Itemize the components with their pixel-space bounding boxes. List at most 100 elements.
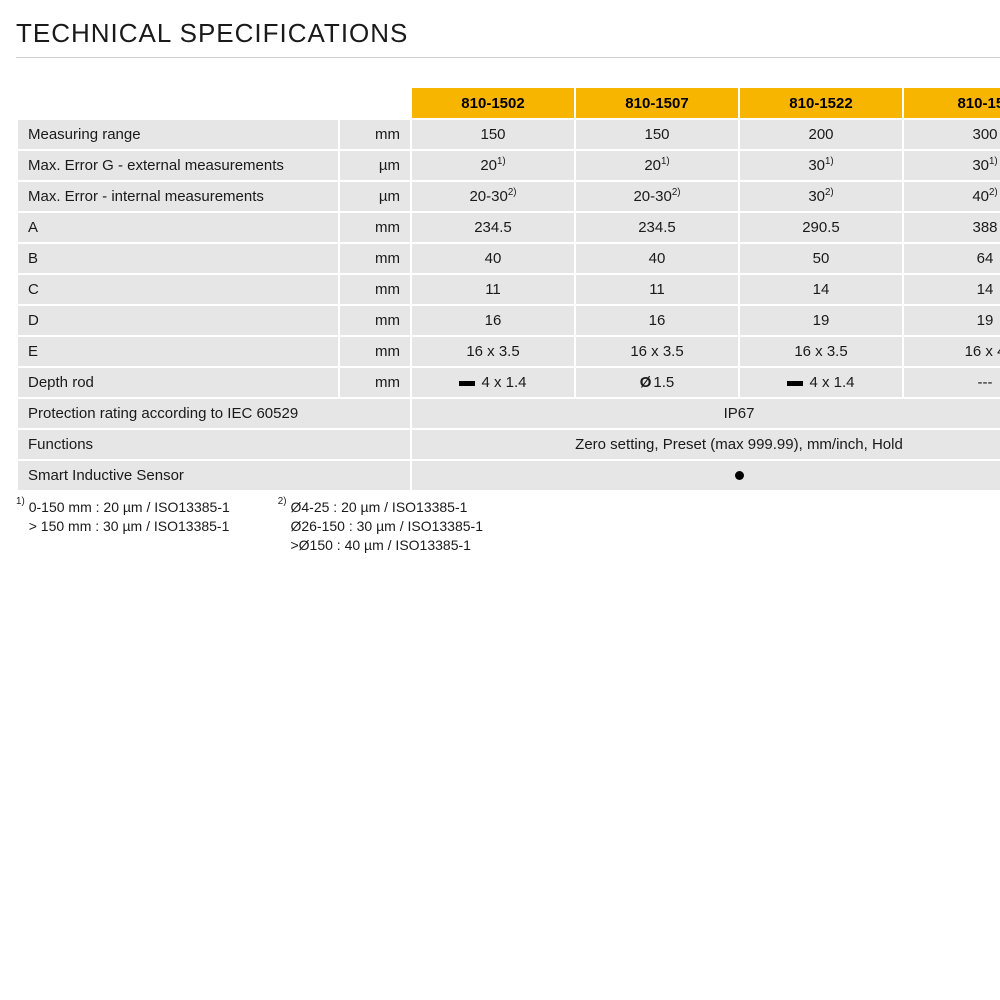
value-text: 234.5 <box>474 219 512 236</box>
row-label: B <box>18 244 338 273</box>
cell-value: 19 <box>904 306 1000 335</box>
specs-table: 810-1502 810-1507 810-1522 810-153 Measu… <box>16 86 1000 492</box>
cell-value: Ø1.5 <box>576 368 738 397</box>
row-label: A <box>18 213 338 242</box>
value-text: 16 x 3.5 <box>630 343 683 360</box>
row-unit: mm <box>340 244 410 273</box>
value-text: 20-30 <box>633 188 671 205</box>
value-text: 50 <box>813 250 830 267</box>
column-header: 810-1507 <box>576 88 738 118</box>
footnote: 1)0-150 mm : 20 µm / ISO13385-1> 150 mm … <box>16 498 230 555</box>
footnote-marker: 2) <box>278 496 287 507</box>
cell-value: 301) <box>740 151 902 180</box>
bullet-icon <box>735 471 744 480</box>
footnote-ref: 2) <box>989 187 998 198</box>
header-blank <box>18 88 410 118</box>
table-row: Protection rating according to IEC 60529… <box>18 399 1000 428</box>
row-unit: µm <box>340 182 410 211</box>
cell-value: 40 <box>576 244 738 273</box>
cell-value: 14 <box>740 275 902 304</box>
cell-value: 388 <box>904 213 1000 242</box>
diameter-icon: Ø <box>640 374 652 391</box>
cell-value: 16 x 3.5 <box>412 337 574 366</box>
footnote-marker: 1) <box>16 496 25 507</box>
table-row: Measuring rangemm150150200300 <box>18 120 1000 149</box>
cell-value: 290.5 <box>740 213 902 242</box>
value-text: 388 <box>972 219 997 236</box>
value-text: 290.5 <box>802 219 840 236</box>
column-header: 810-153 <box>904 88 1000 118</box>
value-text: 16 x 4 <box>965 343 1000 360</box>
value-text: 4 x 1.4 <box>481 374 526 391</box>
value-text: 300 <box>972 126 997 143</box>
row-label: Smart Inductive Sensor <box>18 461 410 490</box>
cell-value: 11 <box>576 275 738 304</box>
cell-value: 20-302) <box>576 182 738 211</box>
value-text: 30 <box>972 157 989 174</box>
merged-value: Zero setting, Preset (max 999.99), mm/in… <box>412 430 1000 459</box>
cell-value: --- <box>904 368 1000 397</box>
value-text: 19 <box>977 312 994 329</box>
value-text: --- <box>978 374 993 391</box>
footnote-ref: 2) <box>825 187 834 198</box>
column-header: 810-1502 <box>412 88 574 118</box>
footnote: 2)Ø4-25 : 20 µm / ISO13385-1Ø26-150 : 30… <box>278 498 483 555</box>
cell-value: 16 x 3.5 <box>740 337 902 366</box>
table-row: Smart Inductive Sensor <box>18 461 1000 490</box>
row-label: E <box>18 337 338 366</box>
value-text: 40 <box>972 188 989 205</box>
row-unit: mm <box>340 275 410 304</box>
footnotes: 1)0-150 mm : 20 µm / ISO13385-1> 150 mm … <box>16 498 1000 555</box>
row-unit: mm <box>340 368 410 397</box>
cell-value: 201) <box>412 151 574 180</box>
table-row: Max. Error G - external measurementsµm20… <box>18 151 1000 180</box>
table-row: Emm16 x 3.516 x 3.516 x 3.516 x 4 <box>18 337 1000 366</box>
merged-value: IP67 <box>412 399 1000 428</box>
value-text: 40 <box>485 250 502 267</box>
value-text: 16 <box>649 312 666 329</box>
row-label: Depth rod <box>18 368 338 397</box>
table-row: Max. Error - internal measurementsµm 20-3… <box>18 182 1000 211</box>
value-text: 16 x 3.5 <box>794 343 847 360</box>
row-label: C <box>18 275 338 304</box>
row-label: D <box>18 306 338 335</box>
cell-value: 301) <box>904 151 1000 180</box>
value-text: 150 <box>480 126 505 143</box>
merged-value <box>412 461 1000 490</box>
value-text: 1.5 <box>653 374 674 391</box>
row-label: Max. Error - internal measurements <box>18 182 338 211</box>
value-text: 20 <box>644 157 661 174</box>
cell-value: 4 x 1.4 <box>412 368 574 397</box>
value-text: 40 <box>649 250 666 267</box>
value-text: 4 x 1.4 <box>809 374 854 391</box>
cell-value: 201) <box>576 151 738 180</box>
value-text: 64 <box>977 250 994 267</box>
cell-value: 234.5 <box>412 213 574 242</box>
footnote-ref: 1) <box>825 156 834 167</box>
cell-value: 150 <box>412 120 574 149</box>
divider <box>16 57 1000 58</box>
footnote-ref: 1) <box>989 156 998 167</box>
row-unit: µm <box>340 151 410 180</box>
row-unit: mm <box>340 306 410 335</box>
column-header: 810-1522 <box>740 88 902 118</box>
row-unit: mm <box>340 213 410 242</box>
footnote-ref: 1) <box>661 156 670 167</box>
footnote-ref: 2) <box>508 187 517 198</box>
cell-value: 40 <box>412 244 574 273</box>
value-text: 19 <box>813 312 830 329</box>
cell-value: 200 <box>740 120 902 149</box>
value-text: 30 <box>808 188 825 205</box>
table-header-row: 810-1502 810-1507 810-1522 810-153 <box>18 88 1000 118</box>
value-text: 11 <box>485 281 501 298</box>
table-row: Cmm11111414 <box>18 275 1000 304</box>
row-label: Functions <box>18 430 410 459</box>
cell-value: 302) <box>740 182 902 211</box>
flat-rod-icon <box>787 381 803 386</box>
footnote-body: Ø4-25 : 20 µm / ISO13385-1Ø26-150 : 30 µ… <box>290 498 483 555</box>
cell-value: 16 <box>412 306 574 335</box>
row-label: Max. Error G - external measurements <box>18 151 338 180</box>
value-text: 14 <box>977 281 994 298</box>
cell-value: 14 <box>904 275 1000 304</box>
cell-value: 64 <box>904 244 1000 273</box>
